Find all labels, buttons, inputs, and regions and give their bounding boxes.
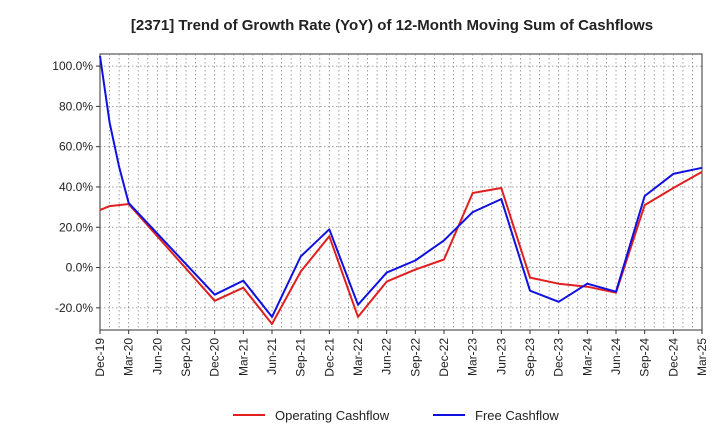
- plot-area: [99, 53, 703, 331]
- series-line-free-cashflow: [99, 55, 703, 318]
- y-tick-label: 100.0%: [52, 59, 93, 73]
- chart-title: [2371] Trend of Growth Rate (YoY) of 12-…: [131, 17, 653, 34]
- x-tick-label: Dec-21: [322, 338, 336, 377]
- x-tick-label: Jun-22: [380, 338, 394, 375]
- series-line-operating-cashflow: [99, 171, 703, 325]
- x-tick-label: Dec-20: [208, 338, 222, 377]
- x-tick-label: Sep-22: [408, 338, 422, 377]
- legend-label: Operating Cashflow: [275, 408, 390, 423]
- x-axis-ticks: Dec-19 Mar-20 Jun-20 Sep-20 Dec-20 Mar-21 Jun-…: [93, 330, 709, 377]
- x-tick-label: Dec-24: [666, 338, 680, 377]
- x-tick-label: Mar-21: [236, 338, 250, 376]
- x-tick-label: Jun-21: [265, 338, 279, 375]
- x-tick-label: Sep-24: [638, 338, 652, 377]
- legend-label: Free Cashflow: [475, 408, 559, 423]
- x-tick-label: Mar-20: [122, 338, 136, 376]
- x-tick-label: Mar-25: [695, 338, 709, 376]
- x-tick-label: Dec-23: [552, 338, 566, 377]
- y-tick-label: 80.0%: [59, 99, 93, 113]
- x-tick-label: Sep-21: [294, 338, 308, 377]
- x-tick-label: Sep-23: [523, 338, 537, 377]
- series-lines: [99, 55, 703, 325]
- x-tick-label: Sep-20: [179, 338, 193, 377]
- x-tick-label: Mar-22: [351, 338, 365, 376]
- legend: Operating Cashflow Free Cashflow: [233, 408, 559, 423]
- y-tick-label: 60.0%: [59, 140, 93, 154]
- y-tick-label: 0.0%: [66, 261, 94, 275]
- x-tick-label: Jun-20: [150, 338, 164, 375]
- y-tick-label: -20.0%: [55, 301, 93, 315]
- x-tick-label: Dec-19: [93, 338, 107, 377]
- x-tick-label: Dec-22: [437, 338, 451, 377]
- x-tick-label: Mar-24: [580, 338, 594, 376]
- grid-lines: [100, 54, 702, 330]
- x-tick-label: Mar-23: [466, 338, 480, 376]
- x-tick-label: Jun-23: [494, 338, 508, 375]
- y-tick-label: 40.0%: [59, 180, 93, 194]
- y-tick-label: 20.0%: [59, 220, 93, 234]
- y-axis-ticks: 100.0% 80.0% 60.0% 40.0% 20.0% 0.0% -20.0%: [52, 59, 100, 315]
- x-tick-label: Jun-24: [609, 338, 623, 375]
